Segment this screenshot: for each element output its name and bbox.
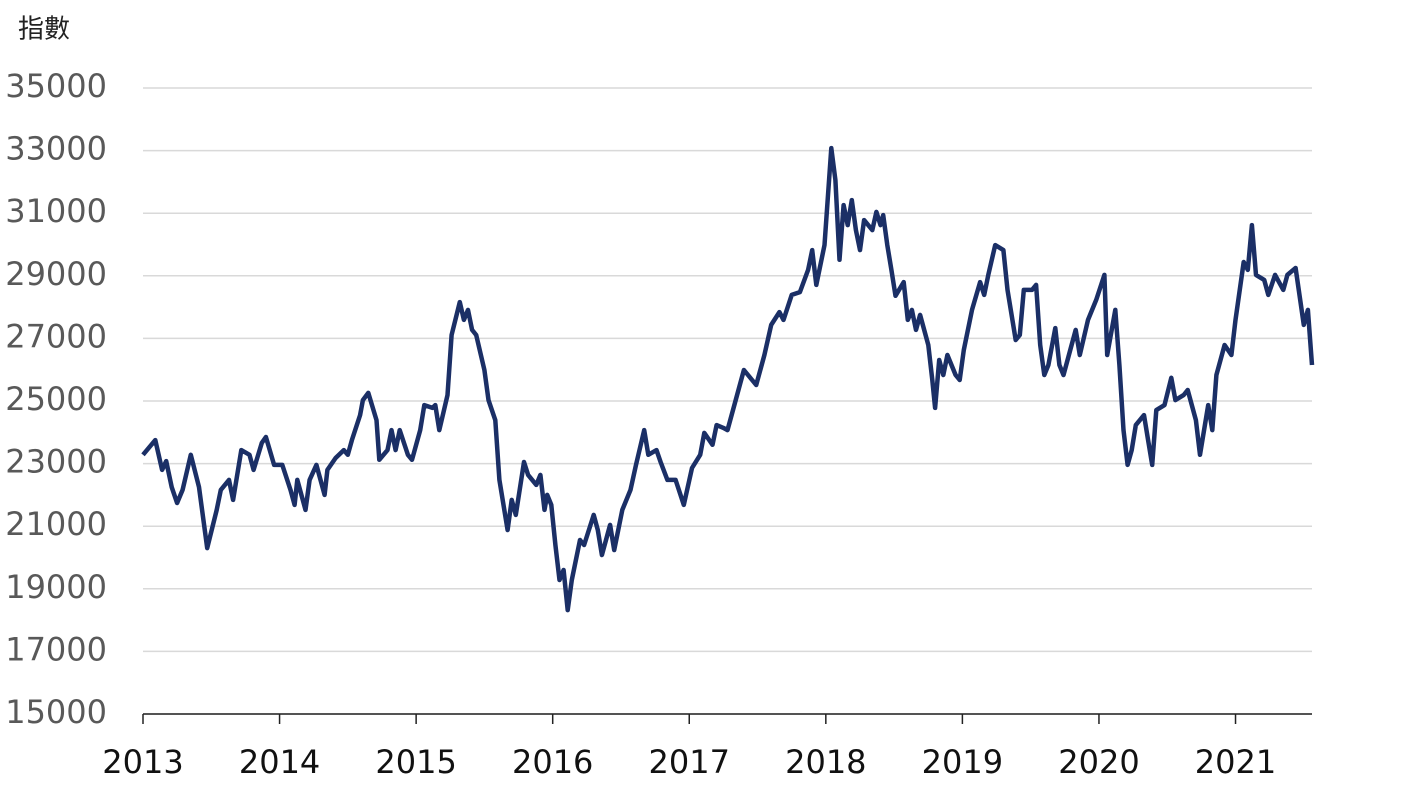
- y-tick-label: 27000: [5, 317, 107, 355]
- x-tick-label: 2018: [785, 743, 866, 781]
- x-tick-label: 2019: [922, 743, 1003, 781]
- y-axis-label: 指數: [18, 15, 70, 45]
- y-tick-label: 25000: [5, 380, 107, 418]
- x-tick-label: 2013: [102, 743, 183, 781]
- y-tick-label: 35000: [5, 67, 107, 105]
- data-line: [141, 145, 1315, 613]
- y-tick-label: 23000: [5, 443, 107, 481]
- x-tick-label: 2014: [239, 743, 320, 781]
- x-tick-label: 2016: [512, 743, 593, 781]
- x-tick-label: 2017: [649, 743, 730, 781]
- y-tick-label: 21000: [5, 505, 107, 543]
- x-tick-label: 2015: [375, 743, 456, 781]
- x-tick-label: 2021: [1195, 743, 1276, 781]
- y-tick-label: 15000: [5, 693, 107, 731]
- y-tick-label: 31000: [5, 192, 107, 230]
- y-tick-label: 19000: [5, 568, 107, 606]
- x-tick-label: 2020: [1058, 743, 1139, 781]
- y-tick-label: 17000: [5, 630, 107, 668]
- y-tick-label: 33000: [5, 130, 107, 168]
- y-tick-label: 29000: [5, 255, 107, 293]
